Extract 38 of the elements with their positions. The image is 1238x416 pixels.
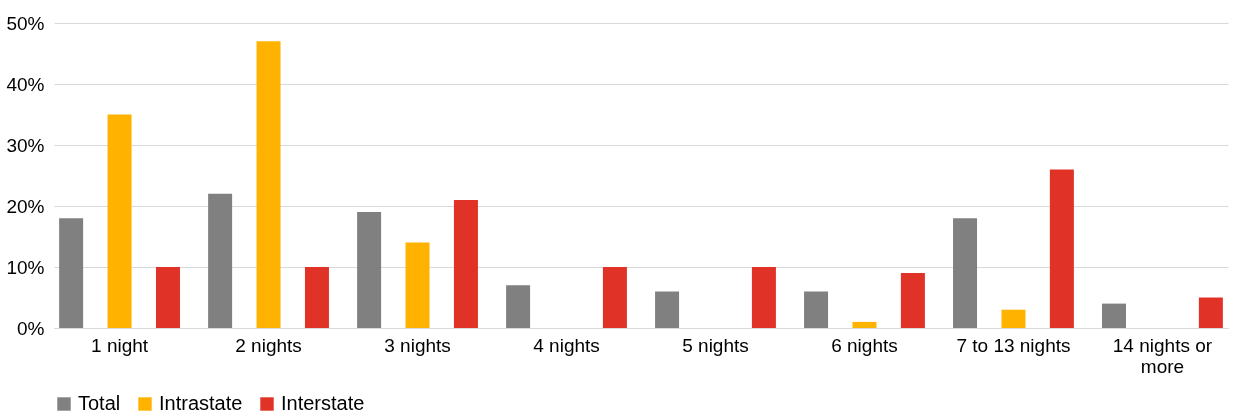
y-tick-label: 0% — [17, 317, 45, 339]
bar — [953, 218, 978, 328]
y-tick-label: 20% — [6, 195, 45, 217]
legend-label: Interstate — [281, 392, 365, 414]
x-tick-label: 6 nights — [831, 334, 898, 356]
bar — [405, 242, 430, 328]
x-tick-label: 2 nights — [235, 334, 302, 356]
y-tick-label: 40% — [6, 73, 45, 95]
y-tick-label: 50% — [6, 12, 45, 34]
y-tick-label: 10% — [6, 256, 45, 278]
x-tick-label: 7 to 13 nights — [956, 334, 1071, 356]
bar — [256, 41, 281, 328]
bar — [208, 193, 233, 328]
bar — [602, 267, 627, 328]
bar — [852, 321, 877, 328]
bar — [1049, 169, 1074, 328]
bar — [751, 267, 776, 328]
bar — [1102, 303, 1127, 328]
bar — [357, 212, 382, 328]
bar — [107, 114, 132, 328]
legend-label: Intrastate — [159, 392, 243, 414]
bar — [1001, 309, 1026, 328]
bar — [900, 273, 925, 328]
bar — [304, 267, 329, 328]
bar — [1198, 297, 1223, 328]
bar — [155, 267, 180, 328]
bar — [453, 199, 478, 328]
x-tick-label: 14 nights or more — [1112, 334, 1213, 377]
bar — [506, 285, 531, 328]
bar — [804, 291, 829, 328]
x-tick-label: 3 nights — [384, 334, 451, 356]
bar — [655, 291, 680, 328]
legend-label: Total — [78, 392, 121, 414]
x-tick-label: 5 nights — [682, 334, 749, 356]
y-tick-label: 30% — [6, 134, 45, 156]
x-tick-label: 1 night — [91, 334, 149, 356]
bar — [59, 218, 84, 328]
x-tick-label: 4 nights — [533, 334, 600, 356]
